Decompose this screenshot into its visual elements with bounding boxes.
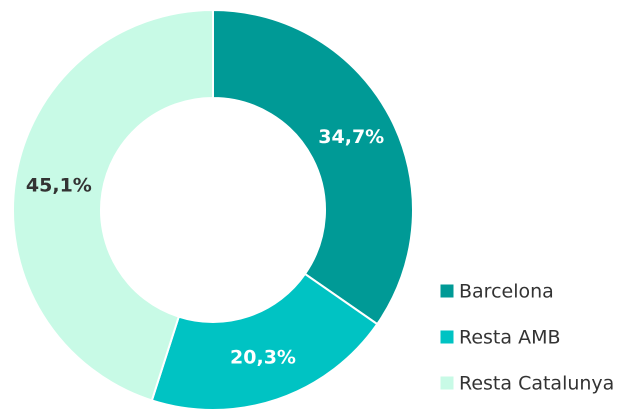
legend-swatch [439, 329, 455, 345]
donut-slice [212, 8, 414, 326]
legend-swatch [439, 283, 455, 299]
donut-slice [150, 272, 379, 409]
legend-label: Barcelona [459, 281, 554, 303]
donut-slice [12, 8, 214, 402]
legend-swatch [439, 375, 455, 391]
value-label: 45,1% [26, 174, 92, 196]
value-label: 20,3% [230, 346, 296, 368]
legend-label: Resta Catalunya [459, 373, 614, 395]
legend-label: Resta AMB [459, 327, 561, 349]
value-label: 34,7% [318, 126, 384, 148]
